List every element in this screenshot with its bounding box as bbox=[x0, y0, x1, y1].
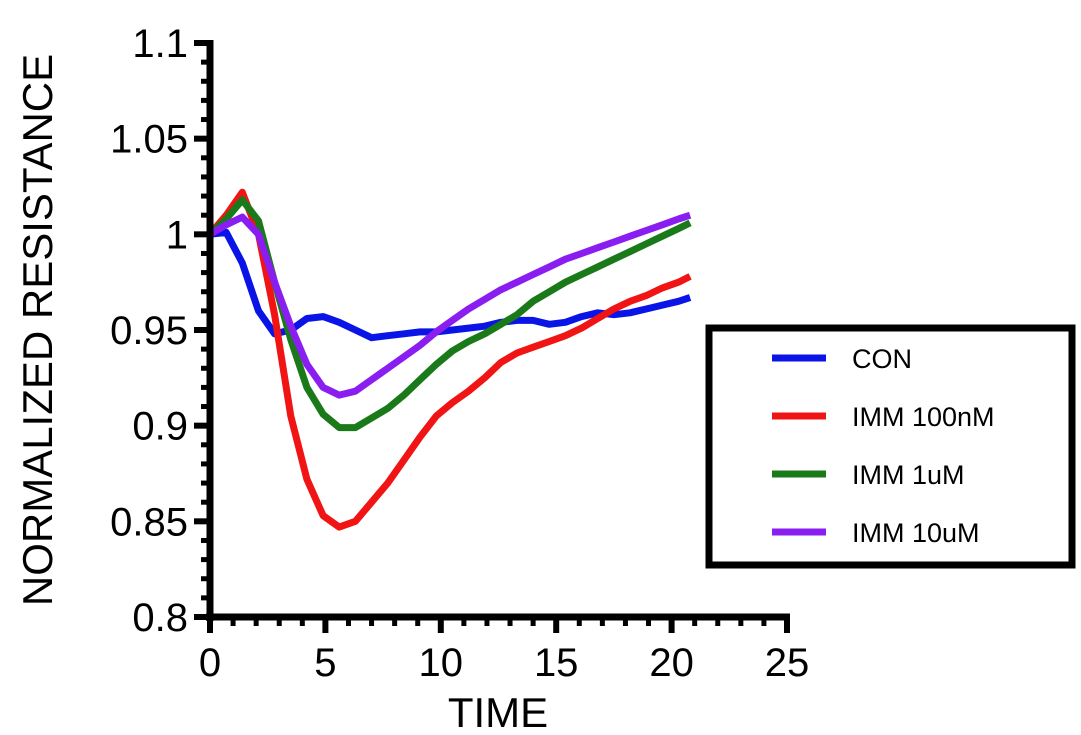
series-line-3 bbox=[208, 211, 692, 399]
series-line-1 bbox=[207, 188, 692, 531]
x-tick-label: 15 bbox=[534, 641, 579, 685]
y-tick-label: 0.95 bbox=[110, 309, 188, 353]
x-tick-label: 5 bbox=[314, 641, 336, 685]
ticks: 0.8 0.85 0.9 0.95 1 1.05 1.1 0 5 10 15 20 25 bbox=[110, 22, 809, 685]
y-tick-label: 0.8 bbox=[132, 596, 188, 640]
legend-label-0: CON bbox=[852, 344, 912, 374]
legend-items: CON IMM 100nM IMM 1uM IMM 10uM bbox=[772, 344, 995, 548]
legend-label-2: IMM 1uM bbox=[852, 460, 965, 490]
y-tick-label: 0.85 bbox=[110, 500, 188, 544]
y-axis-title: NORMALIZED RESISTANCE bbox=[14, 54, 61, 606]
x-tick-label: 0 bbox=[199, 641, 221, 685]
x-tick-label: 25 bbox=[765, 641, 810, 685]
y-tick-label: 1.1 bbox=[132, 22, 188, 66]
plot-lines bbox=[207, 188, 692, 531]
legend-label-1: IMM 100nM bbox=[852, 402, 995, 432]
y-tick-label: 1.05 bbox=[110, 118, 188, 162]
series-line-2 bbox=[207, 196, 692, 432]
x-tick-label: 10 bbox=[419, 641, 464, 685]
legend-box bbox=[705, 324, 1076, 569]
legend-label-3: IMM 10uM bbox=[852, 518, 980, 548]
legend: CON IMM 100nM IMM 1uM IMM 10uM bbox=[705, 324, 1076, 569]
x-axis-title: TIME bbox=[448, 689, 548, 735]
y-tick-label: 0.9 bbox=[132, 405, 188, 449]
x-tick-label: 20 bbox=[649, 641, 694, 685]
y-tick-label: 1 bbox=[166, 213, 188, 257]
